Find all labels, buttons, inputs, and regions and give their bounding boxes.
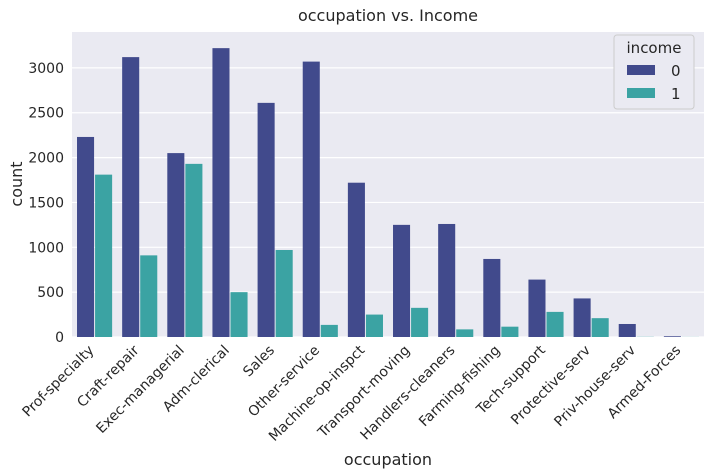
bar-transport-moving-income-1 [411, 307, 429, 337]
y-tick-label: 1000 [28, 240, 64, 256]
y-tick-label: 500 [37, 285, 64, 301]
legend-swatch-0 [627, 65, 655, 75]
bar-adm-clerical-income-1 [230, 292, 248, 337]
bar-machine-op-inspct-income-1 [365, 314, 383, 337]
y-tick-labels: 0 500 1000 1500 2000 2500 3000 [28, 61, 64, 346]
bar-prof-specialty-income-0 [77, 136, 95, 337]
y-tick-label: 1500 [28, 195, 64, 211]
bar-handlers-cleaners-income-0 [438, 223, 456, 337]
bar-farming-fishing-income-1 [501, 326, 519, 337]
legend: income 0 1 [613, 34, 695, 110]
legend-label-0: 0 [671, 62, 681, 80]
x-tick-label: Farming-fishing [416, 343, 504, 431]
bar-other-service-income-1 [320, 324, 338, 337]
bar-tech-support-income-0 [528, 279, 546, 337]
bar-tech-support-income-1 [546, 311, 564, 337]
x-axis-title: occupation [344, 450, 432, 469]
legend-title: income [627, 39, 682, 57]
bar-exec-managerial-income-1 [185, 163, 203, 337]
x-tick-labels: Prof-specialtyCraft-repairExec-manageria… [20, 342, 685, 445]
x-tick-label: Protective-serv [508, 343, 594, 429]
bar-priv-house-serv-income-0 [618, 323, 636, 337]
legend-swatch-1 [627, 88, 655, 98]
bar-handlers-cleaners-income-1 [456, 329, 474, 337]
bar-sales-income-0 [257, 102, 275, 337]
bar-adm-clerical-income-0 [212, 48, 230, 337]
bar-machine-op-inspct-income-0 [347, 182, 365, 337]
y-axis-title: count [7, 161, 26, 206]
bar-other-service-income-0 [302, 61, 320, 338]
chart-title: occupation vs. Income [298, 6, 478, 25]
x-tick-label: Priv-house-serv [551, 343, 639, 431]
y-tick-label: 2000 [28, 151, 64, 167]
bar-protective-serv-income-1 [591, 318, 609, 337]
legend-label-1: 1 [671, 85, 681, 103]
bar-sales-income-1 [275, 249, 293, 337]
y-tick-label: 2500 [28, 106, 64, 122]
bars [77, 48, 699, 338]
bar-exec-managerial-income-0 [167, 153, 185, 337]
x-tick-label: Sales [240, 343, 278, 381]
bar-prof-specialty-income-1 [95, 174, 113, 337]
plot-background [72, 32, 704, 337]
y-tick-label: 3000 [28, 61, 64, 77]
bar-armed-forces-income-0 [663, 336, 681, 337]
bar-craft-repair-income-0 [122, 57, 140, 337]
bar-transport-moving-income-0 [393, 224, 411, 337]
bar-craft-repair-income-1 [140, 255, 158, 337]
bar-farming-fishing-income-0 [483, 258, 501, 337]
bar-protective-serv-income-0 [573, 298, 591, 337]
y-tick-label: 0 [55, 330, 64, 346]
